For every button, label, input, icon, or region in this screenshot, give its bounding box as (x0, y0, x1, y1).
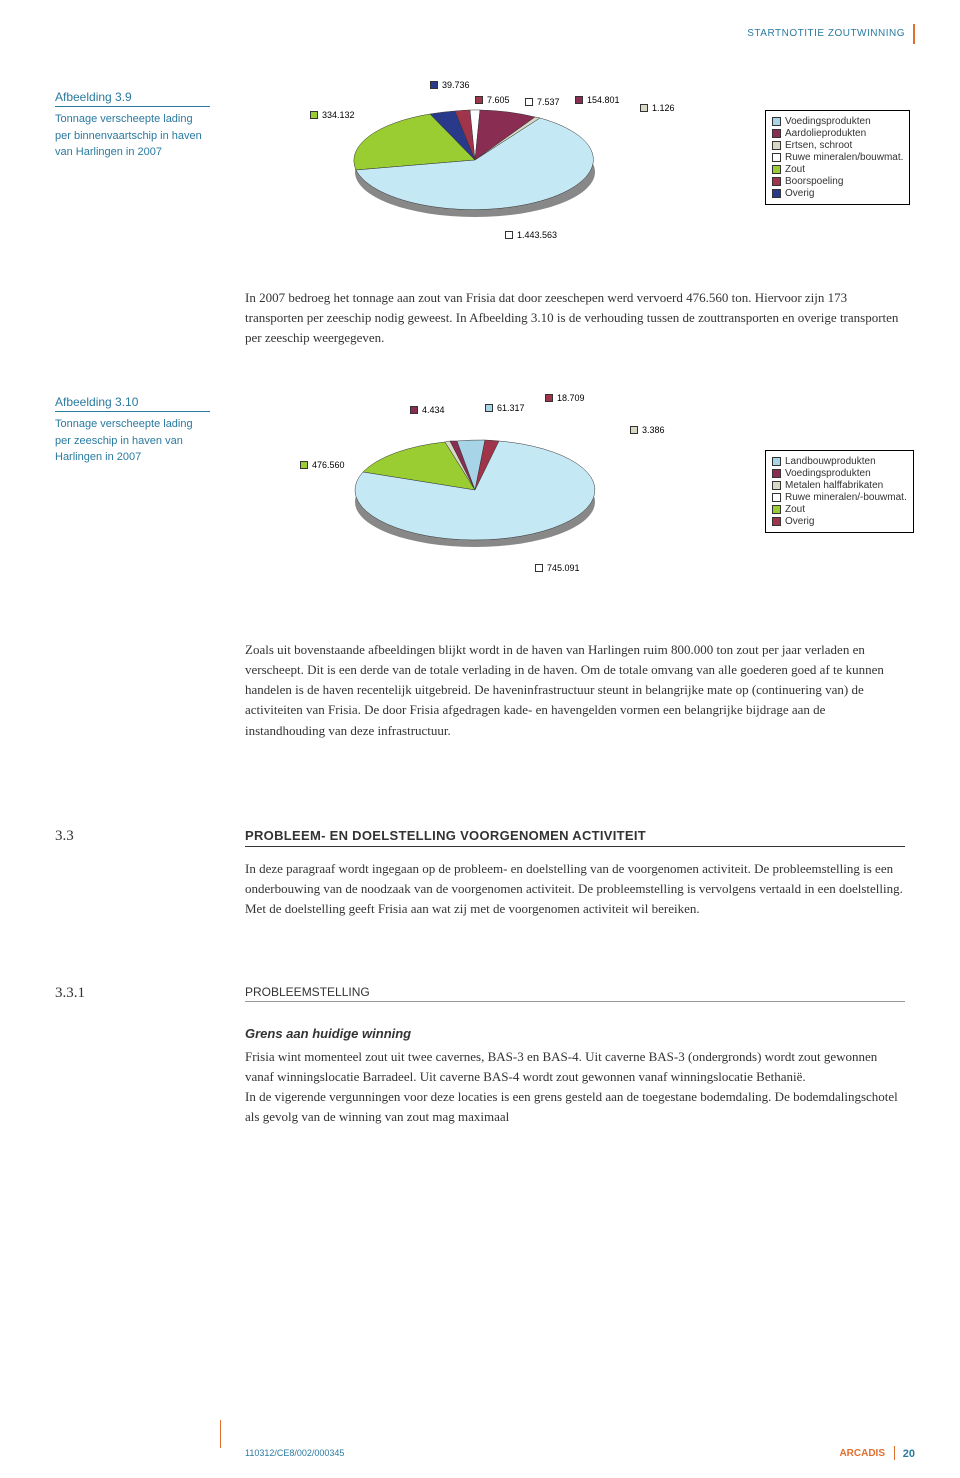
fig2-chart: 4.434 61.317 18.709 476.560 3.386 745.09… (245, 385, 905, 585)
fig2-callout-5: 3.386 (630, 425, 665, 435)
fig1-callout-3: 334.132 (310, 110, 355, 120)
fig1-callout-1: 39.736 (430, 80, 470, 90)
fig1-callout-2: 7.605 (475, 95, 510, 105)
fig1-caption-block: Afbeelding 3.9 Tonnage verscheepte ladin… (55, 90, 210, 161)
sec331-subheading: Grens aan huidige winning (245, 1026, 905, 1041)
fig1-callout-6: 1.126 (640, 103, 675, 113)
sec33-body: In deze paragraaf wordt ingegaan op de p… (245, 859, 905, 919)
fig2-callout-2: 61.317 (485, 403, 525, 413)
fig2-callout-3: 18.709 (545, 393, 585, 403)
fig2-legend: Landbouwprodukten Voedingsprodukten Meta… (765, 450, 914, 533)
fig1-callout-7: 1.443.563 (505, 230, 557, 240)
sec331-title: PROBLEEMSTELLING (245, 985, 905, 1002)
fig1-callout-5: 154.801 (575, 95, 620, 105)
fig1-legend: Voedingsprodukten Aardolieprodukten Erts… (765, 110, 910, 205)
sec33-num: 3.3 (55, 828, 210, 845)
fig2-callout-1: 4.434 (410, 405, 445, 415)
footer-vline (220, 1420, 221, 1448)
sec331-block: PROBLEEMSTELLING Grens aan huidige winni… (245, 985, 905, 1128)
fig2-title: Afbeelding 3.10 (55, 395, 210, 412)
footer-brand: ARCADIS (839, 1448, 885, 1459)
fig2-caption-block: Afbeelding 3.10 Tonnage verscheepte ladi… (55, 395, 210, 466)
fig1-title: Afbeelding 3.9 (55, 90, 210, 107)
fig1-caption: Tonnage verscheepte lading per binnenvaa… (55, 111, 210, 161)
fig1-callout-4: 7.537 (525, 97, 560, 107)
sec331-num: 3.3.1 (55, 985, 210, 1002)
fig2-callout-6: 745.091 (535, 563, 580, 573)
para-2: Zoals uit bovenstaande afbeeldingen blij… (245, 640, 905, 741)
sec33-title: PROBLEEM- EN DOELSTELLING VOORGENOMEN AC… (245, 828, 905, 847)
footer-sep (894, 1446, 895, 1460)
para-1: In 2007 bedroeg het tonnage aan zout van… (245, 288, 905, 348)
running-header: STARTNOTITIE ZOUTWINNING (747, 28, 905, 39)
fig2-caption: Tonnage verscheepte lading per zeeschip … (55, 416, 210, 466)
header-accent (913, 24, 915, 44)
sec33-block: PROBLEEM- EN DOELSTELLING VOORGENOMEN AC… (245, 828, 905, 919)
footer-page: 20 (903, 1448, 915, 1460)
fig2-callout-4: 476.560 (300, 460, 345, 470)
fig1-chart: 39.736 7.605 334.132 7.537 154.801 1.126… (245, 65, 905, 250)
sec331-body: Frisia wint momenteel zout uit twee cave… (245, 1047, 905, 1128)
footer-ref: 110312/CE8/002/000345 (245, 1448, 344, 1458)
